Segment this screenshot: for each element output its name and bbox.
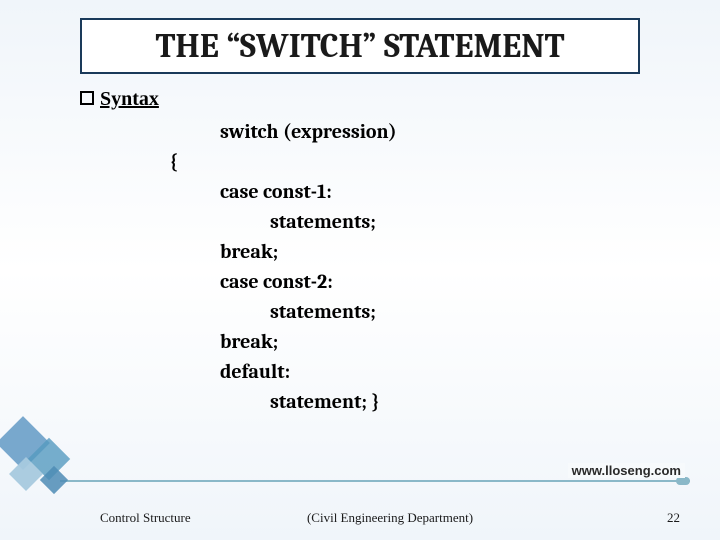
footer-url: www.lloseng.com [568, 463, 685, 478]
code-stmts2: statements; [270, 297, 670, 327]
title-box: THE “SWITCH” STATEMENT [80, 18, 640, 74]
code-stmt-last: statement; } [270, 387, 670, 417]
footer: Control Structure (Civil Engineering Dep… [0, 510, 720, 526]
code-break2: break; [220, 327, 670, 357]
slide-title: THE “SWITCH” STATEMENT [102, 26, 618, 66]
code-stmts1: statements; [270, 207, 670, 237]
code-case2: case const-2: [220, 267, 670, 297]
syntax-label: Syntax [100, 88, 159, 110]
code-default: default: [220, 357, 670, 387]
code-case1: case const-1: [220, 177, 670, 207]
footer-rule [60, 480, 690, 482]
bullet-square-icon [80, 91, 94, 105]
slide: THE “SWITCH” STATEMENT Syntax switch (ex… [0, 0, 720, 540]
code-block: switch (expression) { case const-1: stat… [80, 117, 670, 417]
syntax-heading: Syntax [80, 88, 670, 111]
code-break1: break; [220, 237, 670, 267]
footer-left: Control Structure [100, 510, 191, 526]
corner-decoration [0, 420, 90, 510]
code-brace-open: { [170, 147, 670, 177]
code-switch-line: switch (expression) [220, 117, 670, 147]
page-number: 22 [667, 510, 680, 526]
